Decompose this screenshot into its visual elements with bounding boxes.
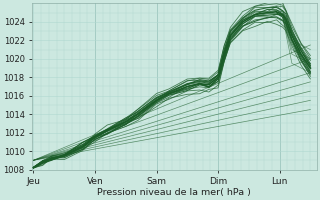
X-axis label: Pression niveau de la mer( hPa ): Pression niveau de la mer( hPa ) (98, 188, 251, 197)
